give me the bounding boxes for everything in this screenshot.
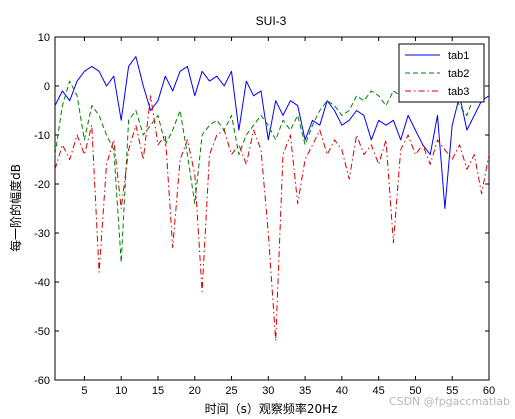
series-line-tab1 (54, 56, 490, 209)
y-axis-label: 每一阶的幅度dB (8, 164, 23, 252)
x-tick-label: 15 (152, 385, 164, 397)
x-tick-label: 30 (262, 385, 274, 397)
series-line-tab3 (54, 95, 490, 342)
y-axis: 10 0 -10 -20 -30 -40 -50 -60 (34, 32, 489, 387)
x-tick-label: 45 (373, 385, 385, 397)
x-tick-label: 5 (81, 385, 87, 397)
x-tick-label: 10 (115, 385, 127, 397)
legend-label-tab1: tab1 (448, 50, 469, 62)
legend-label-tab2: tab2 (448, 68, 469, 80)
x-tick-label: 20 (189, 385, 201, 397)
y-tick-label: -30 (34, 228, 50, 240)
y-tick-label: -50 (34, 326, 50, 338)
legend-label-tab3: tab3 (448, 86, 469, 98)
x-tick-label: 35 (299, 385, 311, 397)
watermark: CSDN @fpgaccmatlab (389, 395, 510, 408)
x-axis: 5 10 15 20 25 30 35 40 45 50 55 60 (81, 37, 495, 397)
x-tick-label: 55 (446, 385, 458, 397)
legend-box (398, 43, 485, 103)
x-tick-label: 40 (336, 385, 348, 397)
y-tick-label: -10 (34, 130, 50, 142)
x-axis-label: 时间（s）观察频率20Hz (205, 401, 338, 416)
y-tick-label: -20 (34, 179, 50, 191)
x-tick-label: 50 (409, 385, 421, 397)
y-tick-label: 0 (44, 81, 50, 93)
y-tick-label: -60 (34, 375, 50, 387)
y-tick-label: 10 (38, 32, 50, 44)
x-tick-label: 60 (483, 385, 495, 397)
x-tick-label: 25 (225, 385, 237, 397)
legend: tab1 tab2 tab3 (398, 43, 485, 103)
chart-title: SUI-3 (256, 14, 287, 28)
y-tick-label: -40 (34, 277, 50, 289)
